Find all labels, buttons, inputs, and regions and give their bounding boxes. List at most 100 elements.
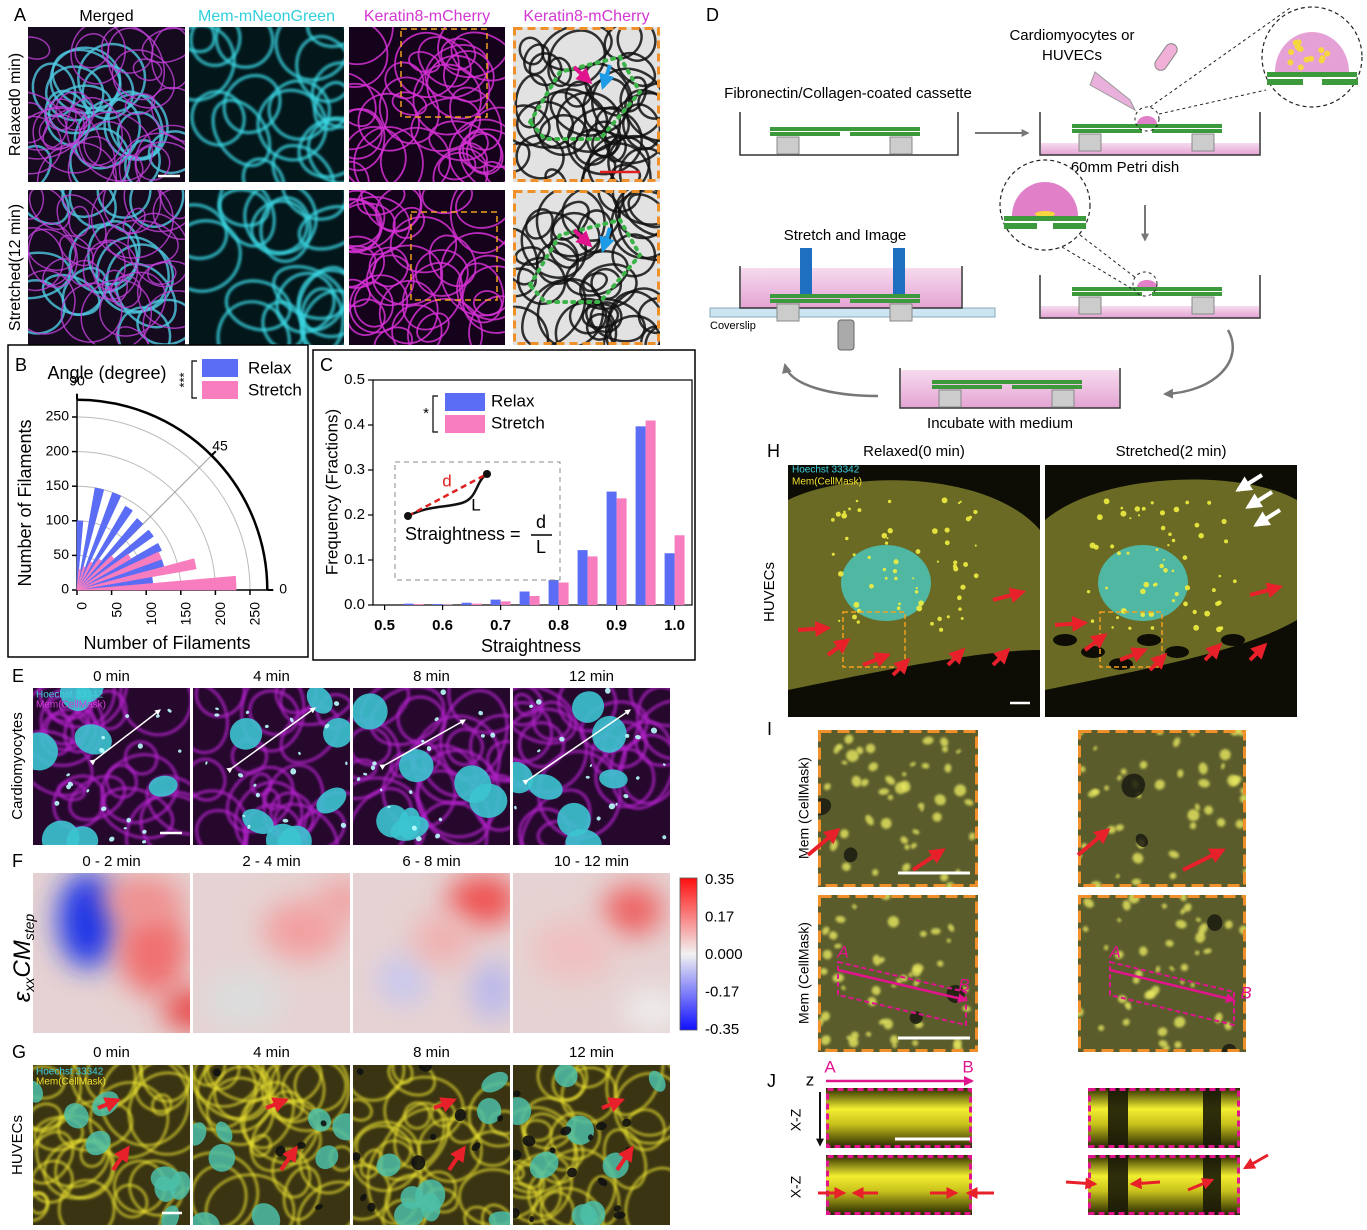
vesicle (922, 736, 934, 745)
nucleus (85, 1130, 111, 1156)
vesicle (882, 567, 887, 572)
gap (529, 1216, 535, 1223)
vesicle (887, 499, 892, 504)
membrane (1267, 72, 1357, 77)
nucleolus (123, 827, 127, 830)
keratin (590, 267, 623, 301)
vesicle (848, 507, 851, 511)
membrane (31, 62, 77, 118)
vesicle (942, 746, 949, 753)
axis-label-part: ε (9, 991, 36, 1002)
vesicle (891, 984, 897, 988)
strain-blob (413, 915, 473, 965)
stretch-direction (379, 719, 467, 770)
wedge (76, 553, 132, 591)
nucleolus (340, 822, 347, 828)
vesicle (1128, 626, 1132, 630)
r-tick-label: 50 (53, 546, 69, 562)
vesicle (868, 762, 878, 772)
vesicle (820, 1035, 831, 1046)
arrow (572, 65, 593, 85)
bar (529, 596, 540, 605)
micrograph (818, 730, 978, 887)
dish (1039, 275, 1261, 319)
membrane (189, 27, 242, 67)
membrane (297, 1180, 350, 1225)
vesicle (1124, 1001, 1131, 1008)
vesicle (1174, 1041, 1182, 1049)
keratin (621, 190, 660, 237)
nucleolus (435, 833, 441, 839)
keratin (349, 72, 377, 127)
dish (899, 368, 1121, 409)
nucleolus (109, 836, 115, 842)
line-end-label: B (958, 975, 969, 994)
gap (818, 798, 832, 816)
nucleolus (615, 802, 618, 806)
vesicle (958, 607, 962, 611)
membrane (33, 1102, 63, 1133)
dish (739, 266, 963, 309)
membrane (99, 1065, 190, 1147)
nucleolus (178, 749, 182, 753)
keratin (60, 282, 123, 343)
spacer (776, 136, 800, 155)
keratin (135, 145, 171, 181)
membrane (267, 79, 331, 141)
keratin (644, 325, 660, 345)
row-label: X-Z (788, 1175, 804, 1198)
nucleolus (126, 817, 131, 823)
vesicle (1219, 749, 1231, 761)
gap (588, 1134, 594, 1141)
inset-label: d (442, 471, 451, 490)
keratin (549, 88, 609, 137)
vesicle (968, 515, 973, 519)
vesicle (852, 553, 856, 557)
membrane (68, 774, 127, 822)
keratin (349, 190, 386, 248)
axis-label-part: xx (21, 977, 37, 993)
vesicle (1083, 898, 1094, 908)
panel-letter: I (767, 719, 772, 739)
nucleus (154, 1176, 176, 1202)
nucleus (64, 1103, 89, 1129)
nucleolus (608, 803, 616, 810)
zoom-circle (1132, 271, 1158, 297)
membrane (193, 1151, 259, 1225)
nucleolus (623, 793, 629, 799)
membrane (224, 279, 292, 332)
r-tick-label: 150 (178, 602, 194, 626)
vesicle (1171, 538, 1176, 543)
bar (635, 426, 646, 605)
vesicle (930, 928, 941, 935)
vesicle (932, 812, 942, 822)
keratin (414, 249, 469, 297)
membrane (214, 27, 275, 69)
micrograph (28, 27, 185, 182)
gap (1135, 833, 1149, 848)
stain-label: Hoechst 33342 (36, 1067, 104, 1078)
colorbar-label: 0.000 (705, 946, 743, 963)
gap (367, 1202, 376, 1212)
keratin (375, 190, 423, 233)
vesicle (841, 985, 846, 991)
keratin (28, 190, 70, 231)
stretch-direction (226, 707, 316, 774)
nucleus (488, 1211, 510, 1225)
axis-label: Number of Filaments (15, 419, 35, 586)
membrane (513, 1158, 546, 1199)
nucleolus (356, 777, 361, 782)
vesicle (1179, 895, 1187, 902)
zoom-region (1099, 611, 1163, 668)
colorbar-label: 0.17 (705, 908, 734, 925)
diagram-label: Incubate with medium (927, 415, 1073, 432)
chart-title: Angle (degree) (47, 363, 166, 383)
gap (296, 1141, 306, 1149)
vesicle (1155, 965, 1161, 973)
membrane (481, 1203, 510, 1225)
gap (1207, 914, 1223, 931)
nucleus (376, 1153, 401, 1177)
arrow (1083, 633, 1108, 652)
vesicle (902, 863, 911, 872)
cell-outline (527, 54, 643, 141)
